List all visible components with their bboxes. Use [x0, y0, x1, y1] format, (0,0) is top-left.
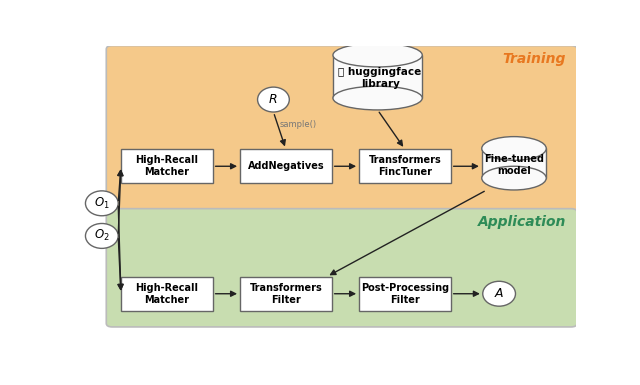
Ellipse shape — [257, 87, 289, 112]
FancyBboxPatch shape — [240, 149, 332, 183]
Text: High-Recall
Matcher: High-Recall Matcher — [135, 283, 198, 305]
FancyBboxPatch shape — [482, 149, 547, 178]
Ellipse shape — [483, 281, 515, 306]
FancyBboxPatch shape — [121, 149, 212, 183]
FancyBboxPatch shape — [359, 149, 451, 183]
Text: A: A — [495, 287, 504, 300]
Text: $O_1$: $O_1$ — [94, 196, 109, 211]
FancyBboxPatch shape — [359, 277, 451, 311]
Text: sample(): sample() — [280, 120, 317, 129]
FancyBboxPatch shape — [106, 45, 577, 211]
Ellipse shape — [482, 166, 547, 190]
Text: AddNegatives: AddNegatives — [248, 161, 324, 171]
Ellipse shape — [333, 43, 422, 67]
FancyBboxPatch shape — [106, 209, 577, 327]
Text: Fine-tuned
model: Fine-tuned model — [484, 154, 544, 176]
Text: Post-Processing
Filter: Post-Processing Filter — [361, 283, 449, 305]
Text: Training: Training — [502, 52, 566, 66]
Text: Transformers
FincTuner: Transformers FincTuner — [369, 156, 441, 177]
Text: Transformers
Filter: Transformers Filter — [250, 283, 322, 305]
Ellipse shape — [86, 191, 118, 216]
Text: $O_2$: $O_2$ — [94, 228, 109, 243]
Text: High-Recall
Matcher: High-Recall Matcher — [135, 156, 198, 177]
Text: R: R — [269, 93, 278, 106]
FancyBboxPatch shape — [121, 277, 212, 311]
FancyBboxPatch shape — [240, 277, 332, 311]
Ellipse shape — [482, 137, 547, 160]
Text: Application: Application — [477, 215, 566, 229]
Ellipse shape — [333, 86, 422, 110]
Ellipse shape — [86, 223, 118, 248]
Text: 🤗 huggingface
library: 🤗 huggingface library — [339, 67, 422, 89]
FancyBboxPatch shape — [333, 55, 422, 98]
